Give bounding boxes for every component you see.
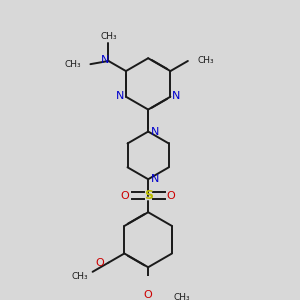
Text: O: O <box>95 258 104 268</box>
Text: N: N <box>116 91 124 101</box>
Text: CH₃: CH₃ <box>71 272 88 281</box>
Text: CH₃: CH₃ <box>197 56 214 65</box>
Text: N: N <box>150 174 159 184</box>
Text: CH₃: CH₃ <box>173 293 190 300</box>
Text: CH₃: CH₃ <box>100 32 117 41</box>
Text: O: O <box>121 191 130 201</box>
Text: N: N <box>150 127 159 136</box>
Text: CH₃: CH₃ <box>64 60 81 69</box>
Text: N: N <box>100 55 109 65</box>
Text: O: O <box>144 290 152 300</box>
Text: N: N <box>172 91 180 101</box>
Text: O: O <box>167 191 176 201</box>
Text: S: S <box>144 189 153 202</box>
